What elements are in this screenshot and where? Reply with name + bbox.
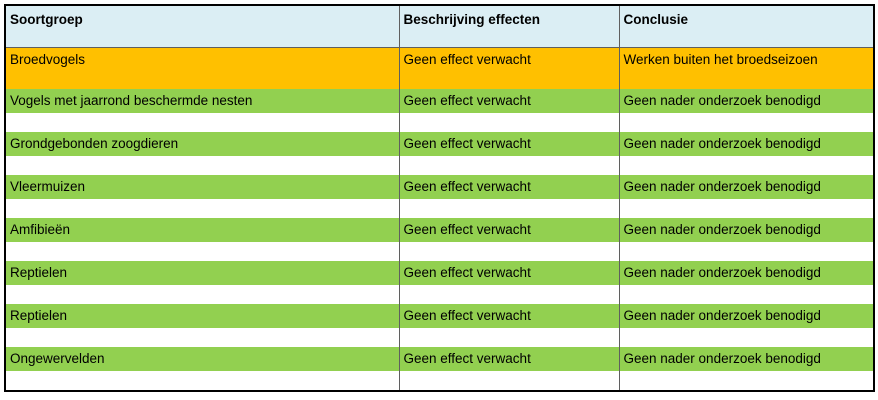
row-spacer (4, 285, 875, 304)
row-spacer (4, 113, 875, 132)
cell-soortgroep: Amfibieën (4, 218, 400, 242)
header-soortgroep: Soortgroep (4, 5, 400, 48)
cell-soortgroep: Reptielen (4, 304, 400, 328)
cell-effect: Geen effect verwacht (398, 347, 620, 371)
table-row: Reptielen Geen effect verwacht Geen nade… (4, 304, 875, 328)
table-header-row: Soortgroep Beschrijving effecten Conclus… (4, 5, 875, 48)
table-row: Amfibieën Geen effect verwacht Geen nade… (4, 218, 875, 242)
cell-soortgroep: Grondgebonden zoogdieren (4, 132, 400, 156)
cell-soortgroep: Broedvogels (4, 47, 400, 89)
table-row: Broedvogels Geen effect verwacht Werken … (4, 47, 875, 89)
table-row: Vleermuizen Geen effect verwacht Geen na… (4, 175, 875, 199)
table-row: Vogels met jaarrond beschermde nesten Ge… (4, 89, 875, 113)
table-row: Grondgebonden zoogdieren Geen effect ver… (4, 132, 875, 156)
row-spacer (4, 199, 875, 218)
row-spacer (4, 328, 875, 347)
header-conclusie: Conclusie (618, 5, 875, 48)
cell-conclusie: Geen nader onderzoek benodigd (618, 89, 875, 113)
cell-conclusie: Werken buiten het broedseizoen (618, 47, 875, 89)
cell-conclusie: Geen nader onderzoek benodigd (618, 132, 875, 156)
table-row: Reptielen Geen effect verwacht Geen nade… (4, 261, 875, 285)
cell-conclusie: Geen nader onderzoek benodigd (618, 304, 875, 328)
species-effects-table: Soortgroep Beschrijving effecten Conclus… (4, 4, 875, 392)
cell-soortgroep: Ongewervelden (4, 347, 400, 371)
cell-conclusie: Geen nader onderzoek benodigd (618, 261, 875, 285)
cell-effect: Geen effect verwacht (398, 89, 620, 113)
header-beschrijving-effecten: Beschrijving effecten (398, 5, 620, 48)
cell-conclusie: Geen nader onderzoek benodigd (618, 347, 875, 371)
row-spacer (4, 371, 875, 391)
row-spacer (4, 156, 875, 175)
cell-effect: Geen effect verwacht (398, 47, 620, 89)
cell-effect: Geen effect verwacht (398, 304, 620, 328)
cell-effect: Geen effect verwacht (398, 218, 620, 242)
cell-conclusie: Geen nader onderzoek benodigd (618, 218, 875, 242)
cell-effect: Geen effect verwacht (398, 175, 620, 199)
cell-effect: Geen effect verwacht (398, 132, 620, 156)
cell-soortgroep: Vleermuizen (4, 175, 400, 199)
row-spacer (4, 242, 875, 261)
cell-soortgroep: Reptielen (4, 261, 400, 285)
cell-soortgroep: Vogels met jaarrond beschermde nesten (4, 89, 400, 113)
table-row: Ongewervelden Geen effect verwacht Geen … (4, 347, 875, 371)
cell-effect: Geen effect verwacht (398, 261, 620, 285)
cell-conclusie: Geen nader onderzoek benodigd (618, 175, 875, 199)
